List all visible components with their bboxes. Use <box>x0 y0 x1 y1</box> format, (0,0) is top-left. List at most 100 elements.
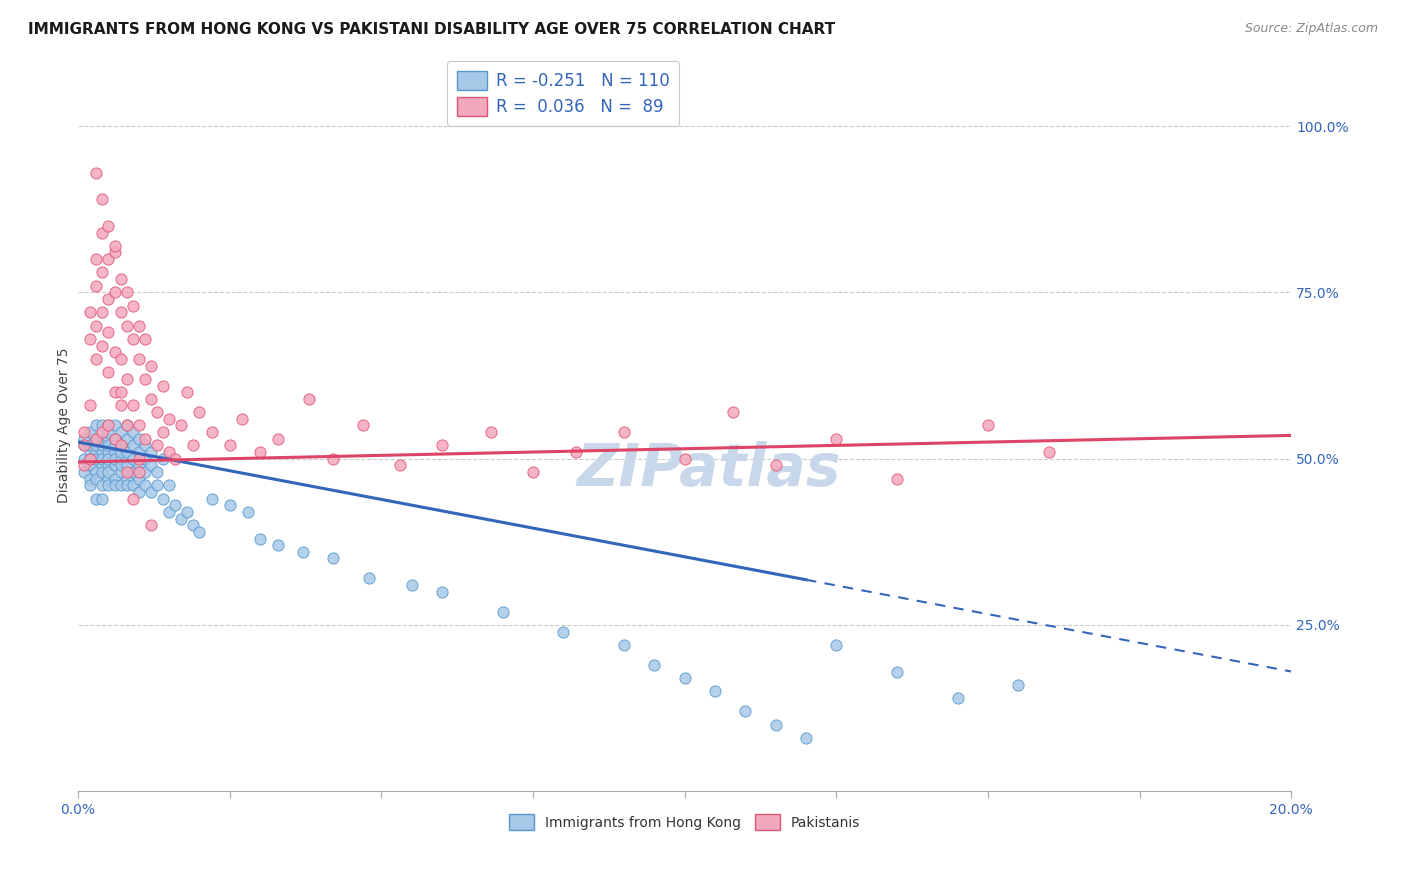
Y-axis label: Disability Age Over 75: Disability Age Over 75 <box>58 348 72 503</box>
Point <box>704 684 727 698</box>
Point <box>115 418 138 433</box>
Point <box>86 418 108 433</box>
Point <box>86 451 108 466</box>
Point <box>103 245 125 260</box>
Point <box>79 438 101 452</box>
Point <box>1007 678 1029 692</box>
Point <box>170 511 193 525</box>
Point <box>183 518 205 533</box>
Point <box>734 705 756 719</box>
Point <box>165 498 187 512</box>
Point <box>673 671 696 685</box>
Point <box>200 491 222 506</box>
Point <box>134 438 156 452</box>
Point <box>91 226 114 240</box>
Point <box>79 458 101 473</box>
Point <box>110 458 132 473</box>
Point <box>79 305 101 319</box>
Point <box>97 445 120 459</box>
Point <box>128 485 150 500</box>
Point <box>79 399 101 413</box>
Point <box>91 438 114 452</box>
Point <box>73 432 96 446</box>
Point <box>110 438 132 452</box>
Point <box>103 432 125 446</box>
Point <box>157 505 180 519</box>
Point <box>86 278 108 293</box>
Point <box>157 411 180 425</box>
Point <box>115 418 138 433</box>
Point <box>91 478 114 492</box>
Point <box>115 472 138 486</box>
Point <box>977 418 1000 433</box>
Point <box>103 345 125 359</box>
Point <box>73 438 96 452</box>
Point <box>401 578 423 592</box>
Point <box>86 472 108 486</box>
Point <box>152 425 174 439</box>
Point <box>723 405 745 419</box>
Point <box>103 478 125 492</box>
Point <box>86 465 108 479</box>
Point <box>430 438 453 452</box>
Point <box>613 425 636 439</box>
Point <box>91 192 114 206</box>
Point <box>110 445 132 459</box>
Point <box>430 584 453 599</box>
Point <box>110 425 132 439</box>
Point <box>165 451 187 466</box>
Point <box>146 465 169 479</box>
Point <box>110 272 132 286</box>
Point <box>152 451 174 466</box>
Point <box>134 465 156 479</box>
Point <box>188 405 211 419</box>
Point <box>139 485 162 500</box>
Point <box>86 351 108 366</box>
Point <box>97 292 120 306</box>
Point <box>794 731 817 745</box>
Point <box>97 418 120 433</box>
Point <box>121 451 143 466</box>
Point <box>121 425 143 439</box>
Point <box>73 425 96 439</box>
Point <box>86 318 108 333</box>
Point <box>359 571 381 585</box>
Point <box>91 418 114 433</box>
Point <box>97 458 120 473</box>
Point <box>73 458 96 473</box>
Point <box>146 478 169 492</box>
Point <box>121 332 143 346</box>
Point <box>886 472 908 486</box>
Point <box>79 445 101 459</box>
Point <box>97 451 120 466</box>
Point <box>103 418 125 433</box>
Point <box>121 491 143 506</box>
Point <box>97 219 120 233</box>
Point <box>115 445 138 459</box>
Point <box>103 451 125 466</box>
Point <box>249 532 271 546</box>
Point <box>388 458 411 473</box>
Point <box>103 458 125 473</box>
Legend: Immigrants from Hong Kong, Pakistanis: Immigrants from Hong Kong, Pakistanis <box>503 808 866 836</box>
Point <box>97 432 120 446</box>
Point <box>613 638 636 652</box>
Point <box>183 438 205 452</box>
Point <box>91 445 114 459</box>
Point <box>298 392 321 406</box>
Point <box>765 458 787 473</box>
Point <box>139 392 162 406</box>
Point <box>97 252 120 267</box>
Text: Source: ZipAtlas.com: Source: ZipAtlas.com <box>1244 22 1378 36</box>
Point <box>522 465 544 479</box>
Point <box>115 458 138 473</box>
Point <box>170 418 193 433</box>
Point <box>110 465 132 479</box>
Point <box>139 359 162 373</box>
Point <box>103 472 125 486</box>
Point <box>134 332 156 346</box>
Point <box>73 465 96 479</box>
Point <box>86 432 108 446</box>
Point <box>673 451 696 466</box>
Point <box>128 418 150 433</box>
